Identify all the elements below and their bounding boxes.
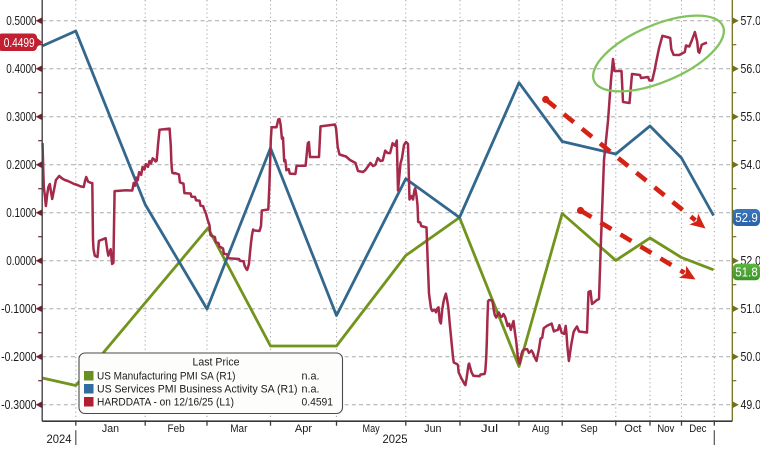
svg-text:0.0000: 0.0000	[6, 254, 36, 268]
svg-text:Aug: Aug	[532, 423, 549, 435]
svg-text:US Manufacturing PMI SA (R1): US Manufacturing PMI SA (R1)	[97, 371, 236, 383]
svg-text:Mar: Mar	[230, 423, 247, 435]
svg-text:50.0: 50.0	[741, 350, 760, 364]
svg-text:n.a.: n.a.	[302, 371, 320, 383]
svg-text:Apr: Apr	[295, 423, 313, 435]
svg-text:May: May	[363, 423, 381, 435]
svg-text:0.4000: 0.4000	[6, 62, 36, 76]
svg-text:Jan: Jan	[102, 423, 119, 435]
svg-text:54.0: 54.0	[741, 158, 760, 172]
svg-text:52.9: 52.9	[735, 211, 758, 225]
svg-text:Feb: Feb	[168, 423, 185, 435]
svg-text:Last Price: Last Price	[193, 356, 240, 368]
svg-text:US Services PMI Business Activ: US Services PMI Business Activity SA (R1…	[97, 384, 298, 396]
svg-text:-0.3000: -0.3000	[1, 398, 36, 412]
svg-text:Jun: Jun	[424, 423, 441, 435]
svg-text:n.a.: n.a.	[302, 384, 320, 396]
svg-text:2024: 2024	[47, 432, 72, 445]
svg-text:0.1000: 0.1000	[6, 206, 36, 220]
svg-text:0.2000: 0.2000	[6, 158, 36, 172]
svg-text:55.0: 55.0	[741, 110, 760, 124]
svg-text:-0.2000: -0.2000	[1, 350, 36, 364]
svg-text:0.3000: 0.3000	[6, 110, 36, 124]
svg-text:Sep: Sep	[580, 423, 597, 435]
svg-text:Dec: Dec	[689, 423, 707, 435]
svg-text:0.4499: 0.4499	[4, 36, 35, 50]
svg-text:57.0: 57.0	[741, 14, 760, 28]
svg-text:Nov: Nov	[657, 423, 675, 435]
svg-text:51.0: 51.0	[741, 302, 760, 316]
svg-text:Jul: Jul	[481, 423, 498, 435]
svg-text:2025: 2025	[383, 432, 408, 445]
svg-text:51.8: 51.8	[735, 266, 758, 280]
svg-text:-0.1000: -0.1000	[1, 302, 36, 316]
svg-text:HARDDATA - on 12/16/25 (L1): HARDDATA - on 12/16/25 (L1)	[97, 397, 234, 409]
svg-text:56.0: 56.0	[741, 62, 760, 76]
svg-text:0.4591: 0.4591	[302, 397, 334, 409]
svg-text:0.5000: 0.5000	[6, 14, 36, 28]
svg-text:49.0: 49.0	[741, 398, 760, 412]
svg-text:Oct: Oct	[624, 423, 641, 435]
